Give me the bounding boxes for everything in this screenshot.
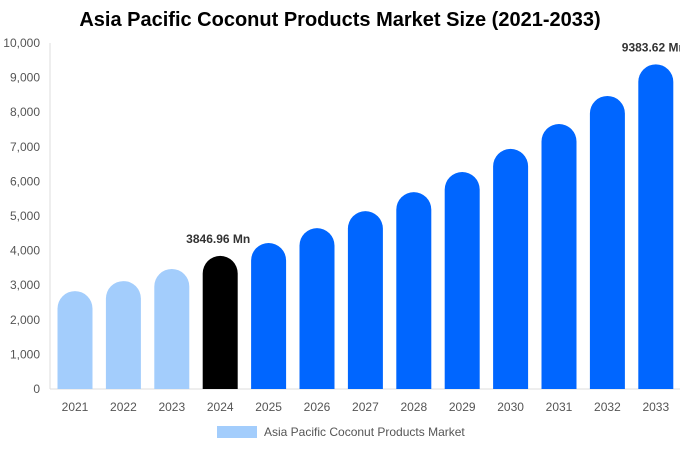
x-tick-label: 2025 <box>255 400 282 414</box>
bar-2023 <box>154 268 190 389</box>
x-tick-label: 2027 <box>352 400 379 414</box>
bar-2030 <box>493 148 529 389</box>
x-tick-label: 2026 <box>304 400 331 414</box>
y-tick-label: 9,000 <box>10 71 40 85</box>
x-tick-label: 2033 <box>642 400 669 414</box>
y-tick-label: 7,000 <box>10 140 40 154</box>
legend: Asia Pacific Coconut Products Market <box>217 425 465 439</box>
x-tick-label: 2030 <box>497 400 524 414</box>
bar-2024 <box>202 255 238 389</box>
x-tick-label: 2029 <box>449 400 476 414</box>
bar-2025 <box>251 242 287 389</box>
y-tick-label: 10,000 <box>3 36 40 50</box>
data-label: 9383.62 Mn <box>622 40 680 54</box>
bar-2033 <box>638 64 674 390</box>
bar-2026 <box>299 228 335 389</box>
x-tick-label: 2024 <box>207 400 234 414</box>
x-tick-label: 2022 <box>110 400 137 414</box>
x-tick-label: 2032 <box>594 400 621 414</box>
x-tick-label: 2028 <box>400 400 427 414</box>
data-label: 3846.96 Mn <box>186 232 250 246</box>
chart-title: Asia Pacific Coconut Products Market Siz… <box>79 9 601 31</box>
y-tick-label: 0 <box>33 382 40 396</box>
y-tick-label: 1,000 <box>10 347 40 361</box>
legend-label: Asia Pacific Coconut Products Market <box>264 425 465 439</box>
y-tick-label: 5,000 <box>10 209 40 223</box>
legend-swatch <box>217 426 257 438</box>
bar-2022 <box>105 281 141 389</box>
y-tick-label: 8,000 <box>10 105 40 119</box>
y-tick-label: 3,000 <box>10 278 40 292</box>
bar-2029 <box>444 172 480 389</box>
bar-2027 <box>347 211 383 389</box>
y-tick-label: 6,000 <box>10 174 40 188</box>
bar-2028 <box>396 192 432 389</box>
y-tick-label: 2,000 <box>10 313 40 327</box>
bar-2032 <box>589 95 625 390</box>
x-tick-label: 2023 <box>158 400 185 414</box>
x-tick-label: 2021 <box>62 400 89 414</box>
x-tick-label: 2031 <box>546 400 573 414</box>
bar-2021 <box>57 291 93 389</box>
y-tick-label: 4,000 <box>10 244 40 258</box>
bar-2031 <box>541 123 577 390</box>
